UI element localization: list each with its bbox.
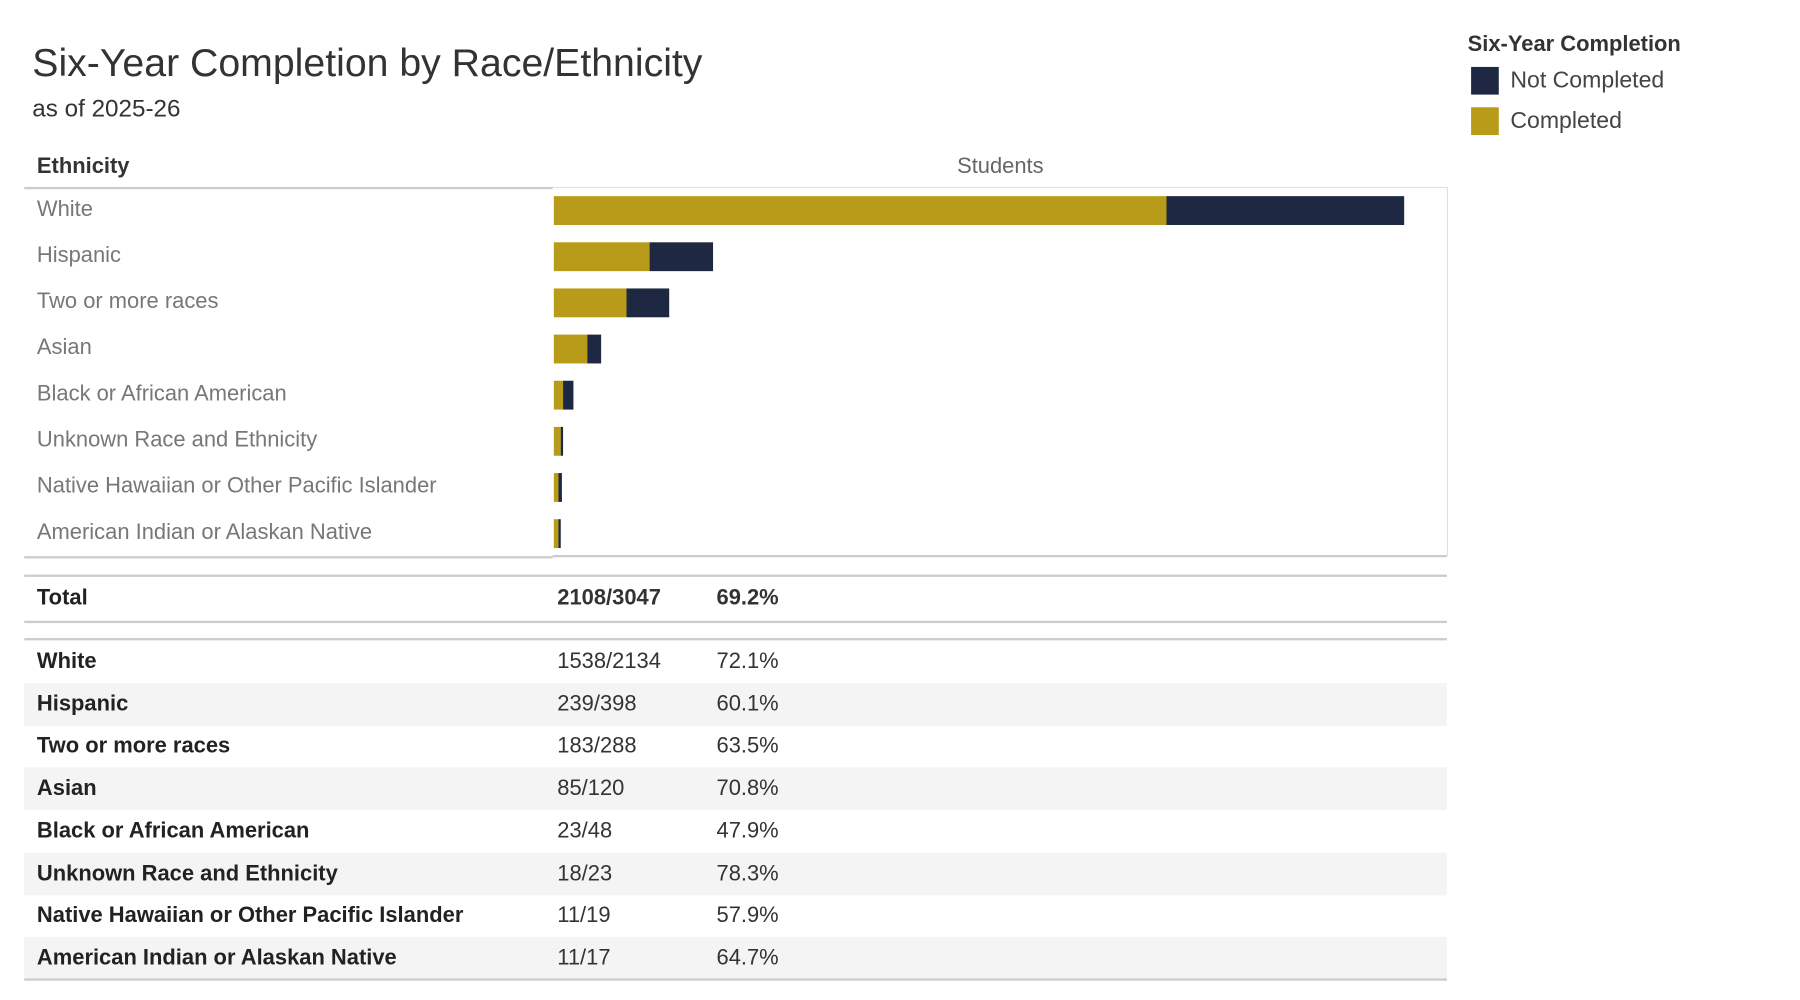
row-percent: 57.9% <box>716 903 779 928</box>
row-fraction: 18/23 <box>557 861 613 886</box>
table-bottom-divider <box>24 978 1447 981</box>
total-fraction: 2108/3047 <box>557 586 661 611</box>
chart-bottom-divider-left <box>24 556 553 559</box>
category-label: Black or African American <box>36 381 287 407</box>
bar-completed[interactable] <box>553 519 559 549</box>
plot-top-border <box>552 186 1447 189</box>
row-label: Two or more races <box>36 734 231 759</box>
chart-title: Six-Year Completion by Race/Ethnicity <box>32 41 703 86</box>
legend-swatch-completed[interactable] <box>1471 107 1499 135</box>
category-label: Asian <box>36 335 92 360</box>
bar-completed[interactable] <box>553 288 627 318</box>
bar-not-completed[interactable] <box>1166 196 1405 225</box>
row-fraction: 183/288 <box>557 734 637 759</box>
row-label: Native Hawaiian or Other Pacific Islande… <box>36 903 464 928</box>
total-percent: 69.2% <box>716 586 779 611</box>
table-row: Native Hawaiian or Other Pacific Islande… <box>24 894 1447 937</box>
bar-not-completed[interactable] <box>558 473 562 502</box>
table-row: Black or African American 23/48 47.9% <box>24 810 1447 853</box>
category-label: White <box>36 197 93 222</box>
row-fraction: 85/120 <box>557 776 625 801</box>
legend-label-not-completed[interactable]: Not Completed <box>1510 68 1665 94</box>
category-label: Two or more races <box>36 289 219 314</box>
row-label: American Indian or Alaskan Native <box>36 945 397 971</box>
bar-completed[interactable] <box>553 473 559 502</box>
chart-bottom-divider <box>552 554 1447 558</box>
table-row: Unknown Race and Ethnicity 18/23 78.3% <box>24 852 1447 895</box>
row-fraction: 11/17 <box>557 945 611 971</box>
category-label: Native Hawaiian or Other Pacific Islande… <box>36 474 437 499</box>
bar-not-completed[interactable] <box>558 519 561 549</box>
row-percent: 64.7% <box>716 945 779 971</box>
row-label: White <box>36 649 97 674</box>
category-label: Hispanic <box>36 243 122 268</box>
table-row: Two or more races 183/288 63.5% <box>24 725 1447 768</box>
bar-completed[interactable] <box>553 242 650 272</box>
table-row: Hispanic 239/398 60.1% <box>24 682 1447 726</box>
row-label: Black or African American <box>36 818 310 844</box>
row-fraction: 1538/2134 <box>557 649 661 674</box>
bar-not-completed[interactable] <box>560 426 563 456</box>
total-row: Total 2108/3047 69.2% <box>24 577 1447 620</box>
row-label: Asian <box>36 776 97 801</box>
row-percent: 47.9% <box>716 818 779 844</box>
bar-not-completed[interactable] <box>649 242 713 272</box>
row-percent: 78.3% <box>716 861 779 886</box>
table-row: Asian 85/120 70.8% <box>24 767 1447 811</box>
bar-completed[interactable] <box>553 380 563 410</box>
bar-completed[interactable] <box>553 196 1167 225</box>
students-axis-label: Students <box>957 154 1044 179</box>
row-percent: 72.1% <box>716 649 779 674</box>
table-row: American Indian or Alaskan Native 11/17 64… <box>24 936 1447 980</box>
bar-completed[interactable] <box>553 334 588 364</box>
row-fraction: 239/398 <box>557 691 637 717</box>
bar-not-completed[interactable] <box>562 380 573 410</box>
row-fraction: 23/48 <box>557 818 613 844</box>
bar-not-completed[interactable] <box>626 288 669 318</box>
header-divider <box>24 186 553 190</box>
chart-subtitle: as of 2025-26 <box>32 95 181 123</box>
total-top-divider <box>24 574 1447 577</box>
row-fraction: 11/19 <box>557 903 611 928</box>
bar-not-completed[interactable] <box>587 334 602 364</box>
table-row: White 1538/2134 72.1% <box>24 640 1447 683</box>
total-label: Total <box>36 586 88 611</box>
table-top-divider <box>24 638 1447 641</box>
plot-right-border <box>1446 186 1449 557</box>
category-label: Unknown Race and Ethnicity <box>36 428 318 453</box>
total-bottom-divider <box>24 620 1447 624</box>
bar-completed[interactable] <box>553 426 561 456</box>
legend-swatch-not-completed[interactable] <box>1471 66 1499 95</box>
row-percent: 63.5% <box>716 734 779 759</box>
ethnicity-header: Ethnicity <box>36 154 130 179</box>
row-percent: 70.8% <box>716 776 779 801</box>
row-percent: 60.1% <box>716 691 779 717</box>
row-label: Unknown Race and Ethnicity <box>36 861 338 886</box>
legend-title: Six-Year Completion <box>1467 32 1681 57</box>
category-label: American Indian or Alaskan Native <box>36 520 373 545</box>
row-label: Hispanic <box>36 691 129 717</box>
legend-label-completed[interactable]: Completed <box>1510 108 1622 134</box>
